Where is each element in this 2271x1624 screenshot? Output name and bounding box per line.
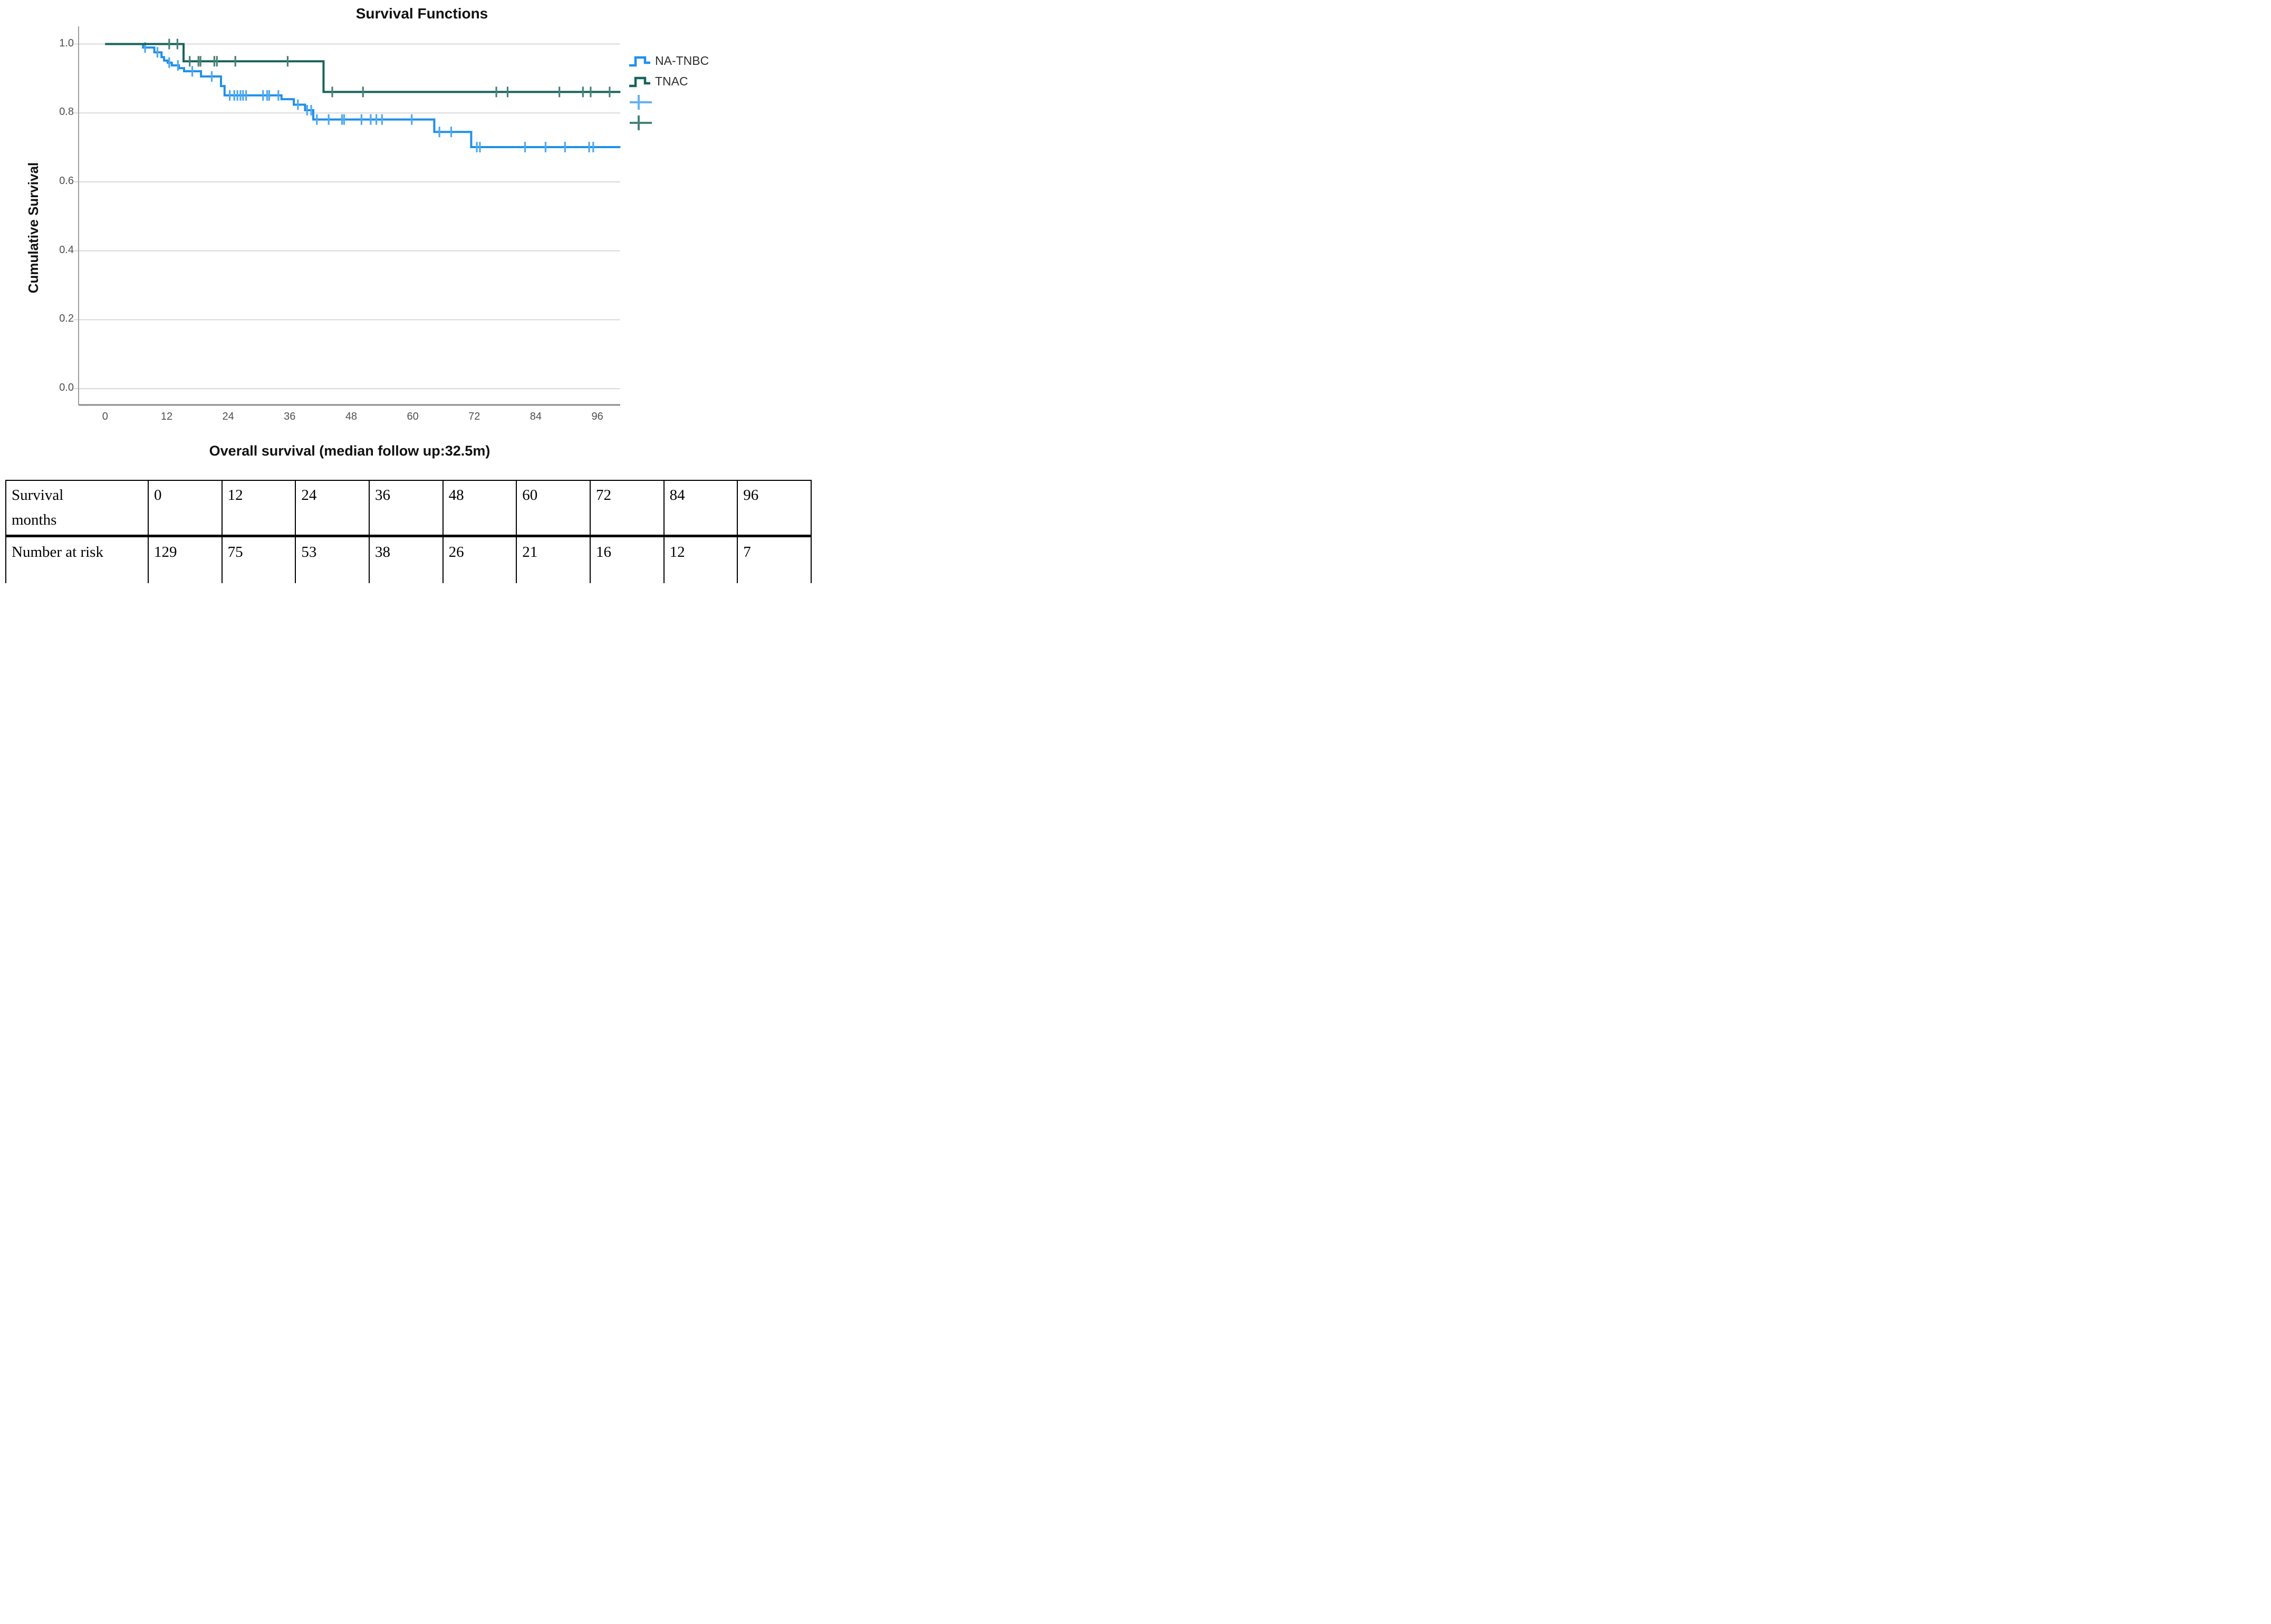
table-cell: 72 [589,480,665,537]
y-tick-label: 1.0 [59,37,74,49]
legend-step-line-icon [629,56,650,66]
table-cell: 0 [148,480,223,537]
table-cell: Number at risk [5,535,149,583]
table-cell: 7 [737,535,812,583]
y-tick-label: 0.6 [59,175,74,187]
table-cell: 12 [221,480,296,537]
y-tick-label: 0.0 [59,382,74,394]
legend: NA-TNBC TNAC [629,51,709,133]
table-cell: 75 [221,535,296,583]
table-cell: 84 [663,480,738,537]
table-cell: 36 [368,480,444,537]
x-tick-label: 84 [530,411,542,422]
legend-censor-plus-icon [630,94,652,110]
legend-item: NA-TNBC [629,51,709,71]
row-label: Number at risk [12,544,103,560]
legend-label: TNAC [655,74,688,88]
x-tick-label: 72 [468,411,480,422]
table-cell: 48 [442,480,517,537]
table-cell: 53 [295,535,370,583]
table-cell: Survival months [5,480,149,537]
legend-item: TNAC [629,71,709,92]
x-tick-label: 24 [222,411,234,422]
x-tick-label: 12 [160,411,173,422]
x-tick-label: 96 [591,411,603,422]
row-label: Survival months [12,487,64,528]
y-tick-label: 0.2 [59,313,74,325]
x-tick-label: 60 [407,411,419,422]
x-tick-label: 0 [102,411,108,422]
survival-curves-canvas [74,26,621,406]
table-cell: 12 [663,535,738,583]
legend-item [629,92,709,112]
table-cell: 60 [516,480,591,537]
table-cell: 129 [148,535,223,583]
x-axis-title: Overall survival (median follow up:32.5m… [209,443,490,459]
legend-item [629,112,709,133]
curve-TNAC [105,43,621,93]
table-cell: 21 [516,535,591,583]
legend-step-line [629,56,650,66]
legend-censor-plus-icon [630,115,652,130]
y-axis-title: Cumulative Survival [25,162,41,294]
legend-step-line [629,76,650,87]
table-cell: 16 [589,535,665,583]
y-tick-label: 0.4 [59,244,74,256]
table-cell: 24 [295,480,370,537]
number-at-risk-table: Survival months 0 12 24 36 48 60 72 84 96 Number a… [5,480,812,583]
table-cell: 38 [368,535,444,583]
x-tick-label: 48 [345,411,358,422]
y-tick-label: 0.8 [59,106,74,118]
legend-step-line-icon [629,76,650,87]
table-row: Survival months 0 12 24 36 48 60 72 84 96 [5,480,812,537]
table-cell: 96 [737,480,812,537]
x-tick-label: 36 [284,411,296,422]
legend-label: NA-TNBC [655,54,709,67]
table-row: Number at risk 129 75 53 38 26 21 16 12 7 [5,535,812,583]
chart-title: Survival Functions [355,5,488,22]
curve-NA-TNBC [105,43,621,148]
table-cell: 26 [442,535,517,583]
